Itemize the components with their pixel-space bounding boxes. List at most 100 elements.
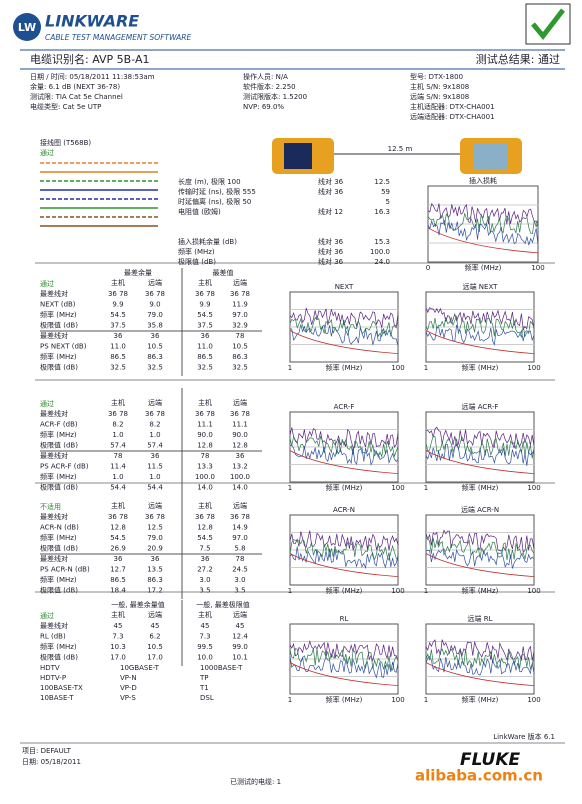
- cell-label: 频率 (MHz): [40, 430, 77, 439]
- cell-value: 36: [201, 332, 210, 340]
- footer-count: 已测试的电缆: 1: [230, 777, 281, 786]
- wiremap-status: 通过: [40, 148, 54, 157]
- plot-trace: [289, 530, 399, 551]
- cell-value: 7.3: [199, 633, 210, 641]
- cell-label: 极限值 (dB): [40, 653, 78, 662]
- cell-value: 86.3: [232, 353, 248, 361]
- plot-x1: 100: [391, 696, 404, 704]
- col-head: 主机: [198, 610, 212, 619]
- cell-label: PS NEXT (dB): [40, 343, 87, 351]
- cell-value: 54.5: [197, 311, 213, 319]
- info-line: 远端 S/N: 9x1808: [410, 92, 469, 101]
- info-line: NVP: 69.0%: [243, 103, 284, 111]
- info-line: 测试限: TIA Cat 5e Channel: [30, 92, 123, 101]
- footer-project: 项目: DEFAULT: [22, 747, 72, 755]
- cell-value: 10.5: [147, 343, 163, 351]
- cell-label: 极限值 (dB): [40, 363, 78, 372]
- cell-value: 10.0: [197, 654, 213, 662]
- summary-value: 15.3: [374, 238, 390, 246]
- wiremap-title: 接线图 (T568B): [40, 138, 91, 147]
- watermark: alibaba.com.cn: [415, 767, 543, 785]
- cell-value: 78: [114, 452, 123, 460]
- cell-value: 79.0: [147, 534, 163, 542]
- cell-value: 36 78: [195, 410, 215, 418]
- compliance-item: DSL: [200, 694, 214, 702]
- col-head: 远端: [148, 610, 162, 619]
- cell-label: 频率 (MHz): [40, 352, 77, 361]
- cell-value: 36 78: [195, 513, 215, 521]
- plot-trace: [289, 640, 399, 662]
- cell-label: NEXT (dB): [40, 301, 76, 309]
- cell-value: 99.5: [197, 643, 213, 651]
- cell-label: 最差线对: [40, 451, 68, 460]
- plot-trace: [425, 655, 535, 676]
- col-head: 远端: [233, 501, 247, 510]
- cell-value: 32.9: [232, 322, 248, 330]
- cell-value: 5.8: [234, 545, 245, 553]
- cell-value: 86.3: [147, 576, 163, 584]
- cell-value: 10.1: [232, 654, 248, 662]
- compliance-item: T1: [199, 684, 209, 692]
- summary-label: 电阻值 (欧姆): [178, 207, 221, 216]
- cell-value: 37.5: [110, 322, 126, 330]
- cell-value: 17.2: [147, 587, 163, 595]
- cell-value: 11.9: [232, 301, 248, 309]
- info-line: 测试限版本: 1.5200: [243, 92, 307, 101]
- cell-value: 36: [151, 452, 160, 460]
- cell-label: 最差线对: [40, 512, 68, 521]
- plot-title: ACR-F: [334, 403, 355, 411]
- cell-value: 32.5: [110, 364, 126, 372]
- cell-value: 7.5: [199, 545, 210, 553]
- cell-value: 79.0: [147, 311, 163, 319]
- remote-unit-panel: [474, 143, 508, 169]
- cell-label: PS ACR-N (dB): [40, 566, 90, 574]
- logo-circle: [13, 13, 41, 41]
- summary-value: 5: [386, 198, 390, 206]
- plot-title: RL: [340, 615, 349, 623]
- cell-value: 37.5: [197, 322, 213, 330]
- cell-value: 86.5: [110, 353, 126, 361]
- cell-value: 27.2: [197, 566, 213, 574]
- col-head: 主机: [111, 398, 125, 407]
- plot-trace: [289, 427, 399, 449]
- brand-subtitle: CABLE TEST MANAGEMENT SOFTWARE: [45, 33, 191, 42]
- plot-xlabel: 频率 (MHz): [465, 263, 502, 272]
- info-line: 主机适配器: DTX-CHA001: [410, 102, 495, 111]
- plot-trace: [427, 219, 539, 246]
- cell-value: 78: [201, 452, 210, 460]
- info-line: 操作人员: N/A: [243, 72, 288, 81]
- plot-trace: [289, 316, 399, 338]
- cell-label: 频率 (MHz): [40, 472, 77, 481]
- plot-limit: [289, 330, 399, 354]
- col-head: 远端: [148, 278, 162, 287]
- summary-value: 100.0: [370, 248, 390, 256]
- cell-value: 86.5: [197, 353, 213, 361]
- pass-box: [525, 3, 571, 45]
- cell-value: 78: [236, 332, 245, 340]
- cell-value: 12.7: [110, 566, 126, 574]
- plot-x0: 1: [424, 484, 428, 492]
- summary-value: 24.0: [374, 258, 390, 266]
- plot-title: NEXT: [335, 283, 354, 291]
- cell-value: 13.5: [147, 566, 163, 574]
- section-status: 通过: [40, 399, 54, 408]
- cell-value: 10.3: [110, 643, 126, 651]
- plot-title: 远端 RL: [468, 614, 493, 623]
- cell-value: 1.0: [149, 431, 160, 439]
- cell-label: 频率 (MHz): [40, 642, 77, 651]
- summary-pair: 线对 36: [318, 237, 344, 246]
- summary-pair: 线对 12: [318, 207, 343, 216]
- group-title: 一般, 最差余量值: [111, 600, 164, 609]
- cell-value: 86.5: [110, 576, 126, 584]
- compliance-item: HDTV: [40, 664, 60, 672]
- plot-trace: [425, 648, 535, 671]
- cell-value: 36: [151, 332, 160, 340]
- overall-result: 测试总结果: 通过: [476, 52, 560, 66]
- plot-x1: 100: [531, 264, 544, 272]
- cell-value: 12.4: [232, 633, 248, 641]
- plot-trace: [425, 435, 535, 459]
- cell-value: 1.0: [112, 473, 123, 481]
- plot-trace: [425, 315, 535, 339]
- cell-label: ACR-N (dB): [40, 524, 79, 532]
- plot-trace: [425, 426, 535, 449]
